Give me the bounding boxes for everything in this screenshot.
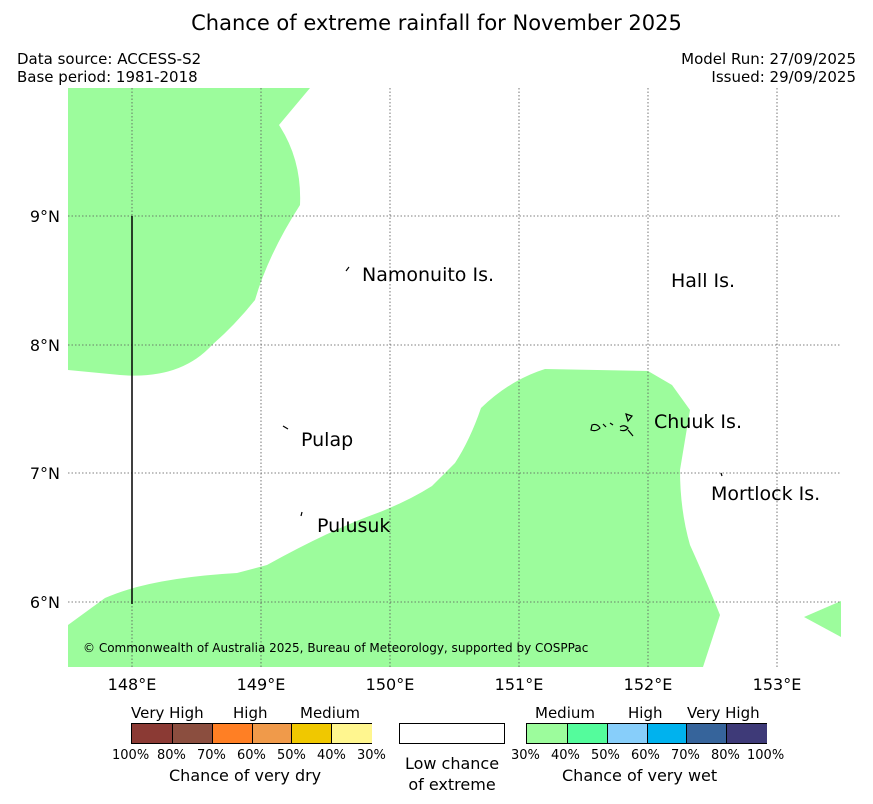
dry-pct-70: 70%: [197, 748, 226, 763]
base-period-text: Base period: 1981-2018: [17, 68, 198, 86]
wet-pct-40: 40%: [551, 748, 580, 763]
dry-category-high: High: [233, 704, 268, 722]
wet-pct-60: 60%: [631, 748, 660, 763]
metadata-right: Model Run: 27/09/2025 Issued: 29/09/2025: [681, 50, 856, 86]
low-chance-swatch: [399, 723, 505, 744]
mortlock-island-mark: [720, 472, 723, 477]
low-chance-caption: Low chance of extreme: [399, 753, 505, 795]
lat-label-8: 8°N: [30, 336, 60, 355]
wet-swatch-0: [527, 724, 567, 743]
place-label-pulap: Pulap: [301, 429, 353, 451]
wet-pct-30: 30%: [511, 748, 540, 763]
data-source-text: Data source: ACCESS-S2: [17, 50, 202, 68]
place-labels: Namonuito Is. Hall Is. Chuuk Is. Pulap M…: [301, 264, 820, 537]
lon-label-150: 150°E: [366, 675, 415, 694]
dry-pct-50: 50%: [277, 748, 306, 763]
wet-colorbar: [526, 723, 767, 744]
dry-swatch-0: [132, 724, 172, 743]
dry-swatch-1: [171, 724, 213, 743]
wet-swatch-2: [606, 724, 648, 743]
low-chance-caption-line1: Low chance: [404, 754, 500, 773]
longitude-labels: 148°E 149°E 150°E 151°E 152°E 153°E: [108, 675, 802, 694]
place-label-mortlock: Mortlock Is.: [711, 483, 820, 505]
place-label-chuuk: Chuuk Is.: [654, 411, 742, 433]
dry-pct-100: 100%: [112, 748, 150, 763]
place-label-namonuito: Namonuito Is.: [362, 264, 494, 286]
wet-pct-70: 70%: [671, 748, 700, 763]
wet-category-high: High: [628, 704, 663, 722]
wet-swatch-3: [646, 724, 688, 743]
dry-category-medium: Medium: [300, 704, 360, 722]
wet-region-east: [804, 601, 841, 637]
latitude-labels: 9°N 8°N 7°N 6°N: [30, 207, 60, 612]
wet-swatch-1: [566, 724, 608, 743]
pulusuk-island-mark: [300, 511, 303, 517]
namonuito-island-mark: [345, 266, 350, 272]
map-title: Chance of extreme rainfall for November …: [191, 11, 682, 35]
lon-label-153: 153°E: [753, 675, 802, 694]
lat-label-9: 9°N: [30, 207, 60, 226]
island-outlines: [282, 266, 723, 517]
wet-region-south: [68, 369, 720, 667]
dry-swatch-2: [211, 724, 253, 743]
dry-category-very-high: Very High: [131, 704, 204, 722]
lon-label-152: 152°E: [624, 675, 673, 694]
dry-pct-40: 40%: [317, 748, 346, 763]
pulap-island-mark: [282, 425, 289, 430]
place-label-hall: Hall Is.: [671, 270, 735, 292]
wet-category-very-high: Very High: [687, 704, 760, 722]
wet-pct-50: 50%: [591, 748, 620, 763]
lon-label-151: 151°E: [495, 675, 544, 694]
copyright-notice: © Commonwealth of Australia 2025, Bureau…: [83, 641, 588, 655]
dry-colorbar: [131, 723, 372, 744]
dry-swatch-4: [291, 724, 333, 743]
low-chance-caption-line2: of extreme: [408, 775, 496, 794]
chuuk-island-marks: [590, 413, 634, 437]
lat-label-7: 7°N: [30, 464, 60, 483]
wet-region-northwest: [68, 88, 310, 376]
wet-caption: Chance of very wet: [562, 766, 718, 785]
wet-pct-80: 80%: [711, 748, 740, 763]
wet-category-medium: Medium: [535, 704, 595, 722]
wet-swatch-5: [726, 724, 767, 743]
dry-pct-60: 60%: [237, 748, 266, 763]
dry-pct-80: 80%: [157, 748, 186, 763]
wet-chance-regions: [68, 88, 841, 667]
lon-label-149: 149°E: [237, 675, 286, 694]
dry-caption: Chance of very dry: [169, 766, 322, 785]
model-run-text: Model Run: 27/09/2025: [681, 50, 856, 68]
lon-label-148: 148°E: [108, 675, 157, 694]
issued-text: Issued: 29/09/2025: [711, 68, 856, 86]
metadata-left: Data source: ACCESS-S2 Base period: 1981…: [17, 50, 201, 86]
graticule: [68, 88, 841, 667]
wet-swatch-4: [686, 724, 728, 743]
dry-pct-30: 30%: [357, 748, 386, 763]
dry-swatch-3: [251, 724, 293, 743]
dry-swatch-5: [331, 724, 372, 743]
wet-pct-100: 100%: [747, 748, 785, 763]
lat-label-6: 6°N: [30, 593, 60, 612]
place-label-pulusuk: Pulusuk: [317, 515, 390, 537]
